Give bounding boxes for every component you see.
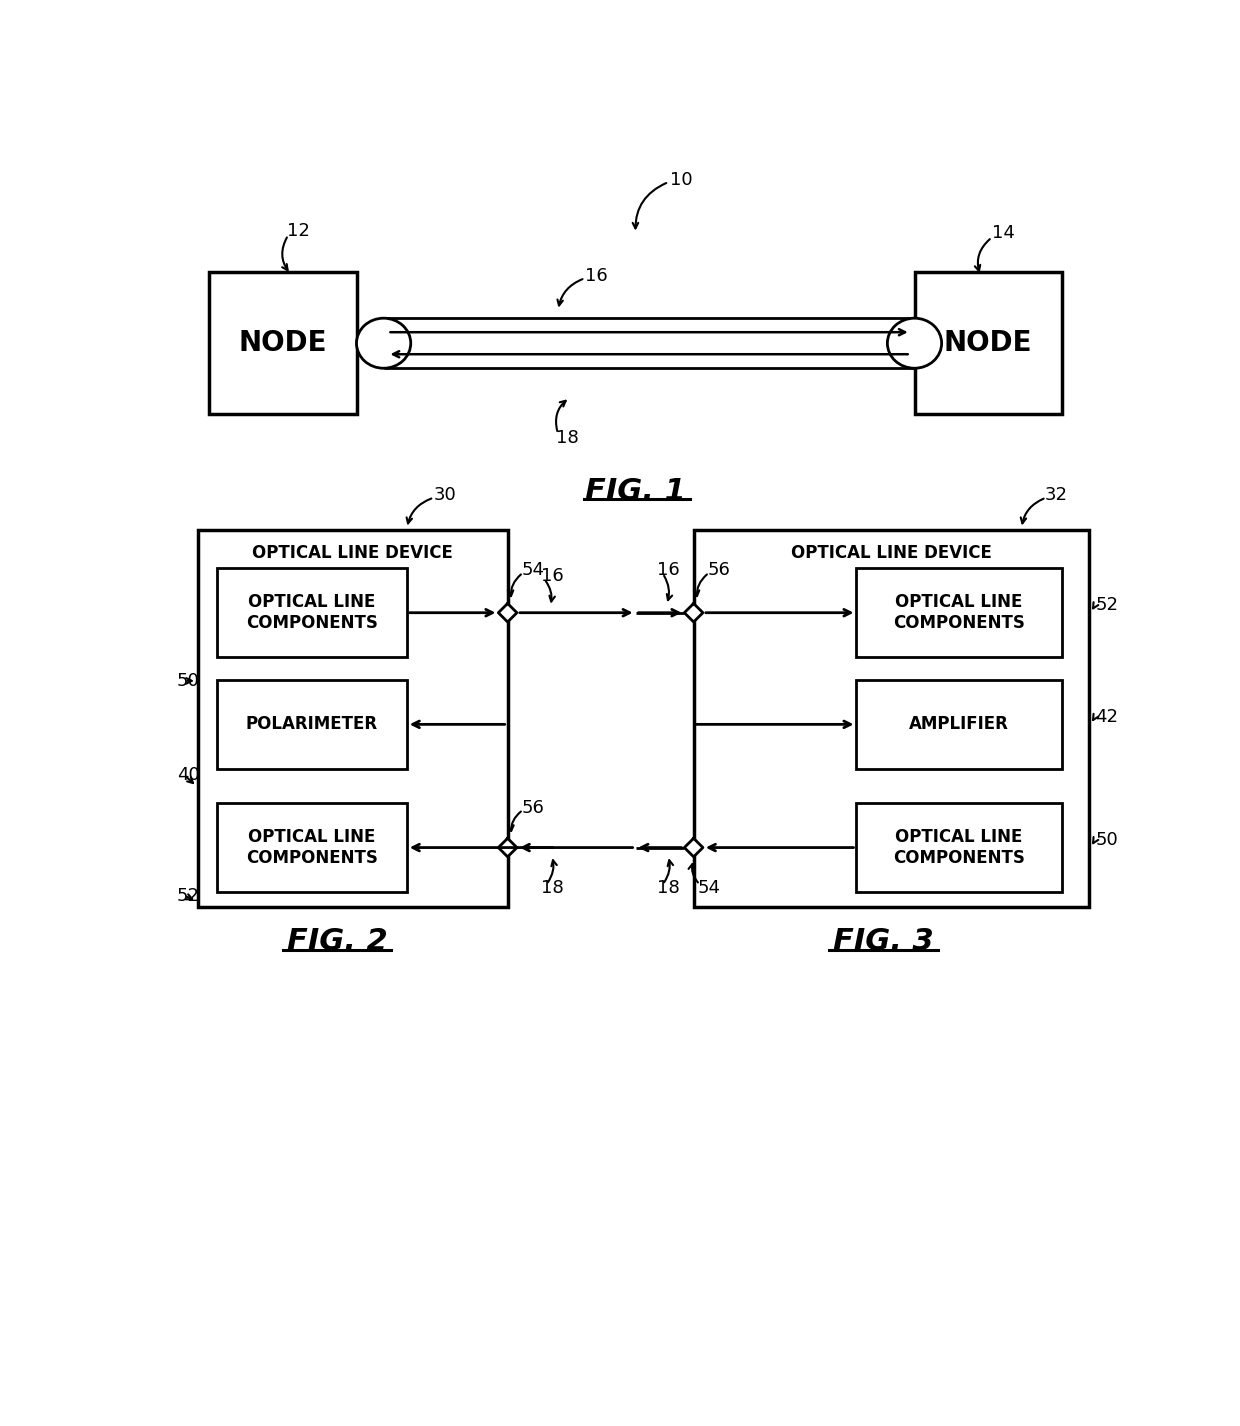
Bar (857, 803, 1061, 891)
Text: NODE: NODE (238, 329, 327, 358)
Text: 14: 14 (992, 224, 1014, 242)
Bar (915, 272, 1061, 415)
Ellipse shape (357, 318, 410, 368)
Bar (857, 680, 1061, 769)
Bar (217, 569, 407, 657)
Text: OPTICAL LINE
COMPONENTS: OPTICAL LINE COMPONENTS (893, 829, 1025, 867)
Bar (197, 530, 507, 907)
Text: 54: 54 (522, 562, 544, 579)
Text: OPTICAL LINE DEVICE: OPTICAL LINE DEVICE (791, 545, 992, 562)
Text: 54: 54 (697, 878, 720, 897)
Bar (693, 530, 1089, 907)
Text: 42: 42 (1095, 707, 1118, 726)
Text: OPTICAL LINE
COMPONENTS: OPTICAL LINE COMPONENTS (246, 593, 378, 632)
Text: POLARIMETER: POLARIMETER (246, 716, 378, 733)
Text: OPTICAL LINE DEVICE: OPTICAL LINE DEVICE (252, 545, 453, 562)
Text: 18: 18 (541, 878, 564, 897)
Text: 16: 16 (585, 267, 608, 285)
Bar (217, 803, 407, 891)
Text: 16: 16 (541, 566, 564, 585)
Text: 40: 40 (176, 766, 200, 784)
Text: 56: 56 (708, 562, 730, 579)
Text: 52: 52 (176, 887, 200, 904)
Text: 30: 30 (434, 486, 456, 505)
Polygon shape (498, 838, 517, 857)
Text: 18: 18 (557, 429, 579, 446)
Bar (857, 569, 1061, 657)
Text: AMPLIFIER: AMPLIFIER (909, 716, 1009, 733)
Text: 50: 50 (176, 672, 200, 690)
Polygon shape (498, 603, 517, 622)
Text: 50: 50 (1095, 831, 1117, 848)
Text: NODE: NODE (944, 329, 1033, 358)
Text: 56: 56 (522, 799, 544, 817)
Text: 16: 16 (657, 562, 680, 579)
Text: FIG. 3: FIG. 3 (833, 927, 934, 957)
Text: 52: 52 (1095, 596, 1118, 615)
Polygon shape (684, 838, 703, 857)
Text: 12: 12 (286, 222, 310, 240)
Polygon shape (684, 603, 703, 622)
Bar (210, 272, 357, 415)
Text: 10: 10 (671, 171, 693, 188)
Bar (217, 680, 407, 769)
Text: FIG. 1: FIG. 1 (585, 476, 686, 506)
Text: OPTICAL LINE
COMPONENTS: OPTICAL LINE COMPONENTS (893, 593, 1025, 632)
Ellipse shape (888, 318, 941, 368)
Text: 18: 18 (657, 878, 680, 897)
Text: OPTICAL LINE
COMPONENTS: OPTICAL LINE COMPONENTS (246, 829, 378, 867)
Text: FIG. 2: FIG. 2 (286, 927, 387, 957)
Text: 32: 32 (1044, 486, 1068, 505)
